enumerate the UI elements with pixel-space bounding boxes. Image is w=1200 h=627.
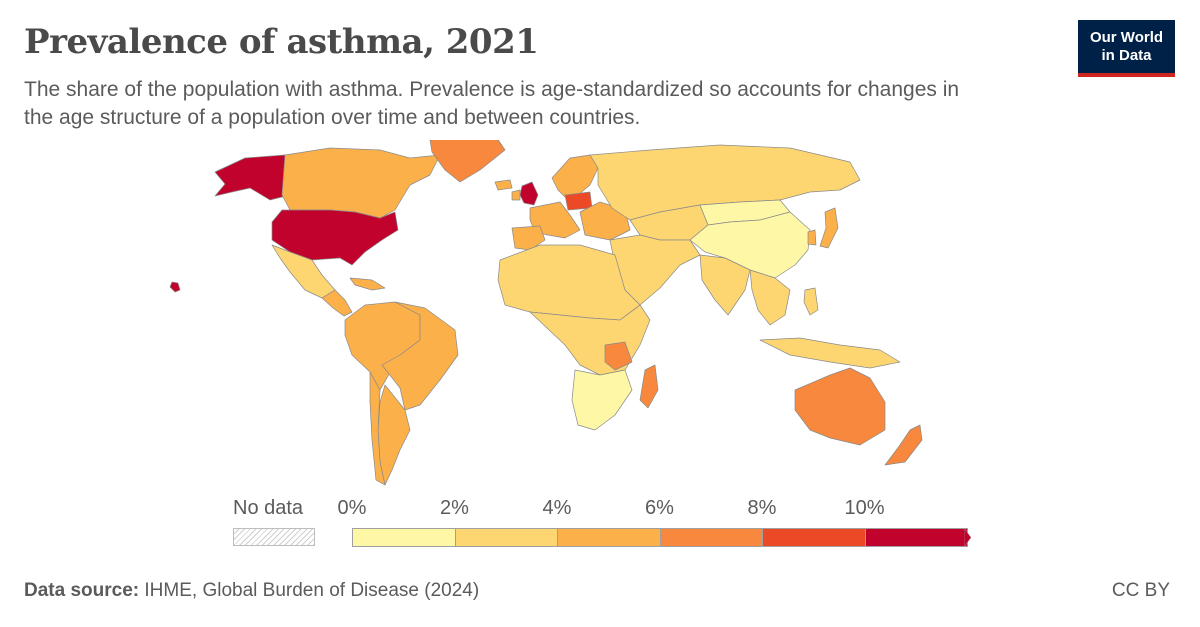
region-greenland[interactable] [429,140,506,183]
legend-tick-label: 4% [542,497,572,519]
legend-bin-1[interactable] [454,528,558,547]
region-canada[interactable] [281,147,441,219]
region-southeast-asia[interactable] [749,269,791,326]
license[interactable]: CC BY [1111,580,1170,601]
legend-bin-2[interactable] [557,528,661,547]
owid-logo[interactable]: Our World in Data [1078,20,1175,77]
region-chile[interactable] [369,371,386,486]
legend-no-data-label: No data [233,497,304,519]
region-indonesia[interactable] [759,337,901,369]
legend-bin-3[interactable] [659,528,763,547]
region-united-states[interactable] [271,209,399,266]
legend-tick-label: 2% [440,497,469,519]
logo-line-1: Our World [1089,29,1164,46]
region-philippines[interactable] [803,287,819,316]
legend-tick-label: 8% [747,497,777,519]
region-caribbean[interactable] [349,277,386,291]
region-scandinavia[interactable] [551,154,599,199]
region-tanzania[interactable] [604,341,633,371]
region-new-zealand[interactable] [884,424,923,466]
logo-line-2: in Data [1101,47,1152,64]
chart-subtitle: The share of the population with asthma.… [24,78,960,129]
legend-bin-4[interactable] [762,528,866,547]
region-iberia[interactable] [511,225,546,251]
data-source-text[interactable]: IHME, Global Burden of Disease (2024) [144,580,480,601]
region-alaska[interactable] [214,154,291,201]
region-poland[interactable] [564,191,593,211]
chart-title: Prevalence of asthma, 2021 [24,22,539,62]
legend-tick-label: 0% [337,497,367,519]
region-central-america[interactable] [321,289,353,317]
region-iceland[interactable] [494,179,513,191]
region-western-europe[interactable] [529,201,581,239]
legend-tick-label: 6% [645,497,674,519]
data-source-label: Data source: [24,580,140,601]
region-madagascar[interactable] [639,364,659,409]
world-map [169,140,923,486]
legend-bin-5[interactable] [864,528,968,547]
region-australia[interactable] [794,367,886,446]
region-ireland[interactable] [511,189,521,201]
legend-tick-label: 10% [844,497,885,519]
region-japan[interactable] [819,207,839,249]
region-korea[interactable] [807,229,817,246]
legend-arrow-icon [964,528,972,547]
legend-bin-0[interactable] [352,528,456,547]
legend-no-data-swatch[interactable] [233,528,315,546]
region-southern-africa[interactable] [571,369,633,431]
region-united-kingdom[interactable] [519,181,539,206]
region-india[interactable] [699,254,751,316]
data-source: Data source: IHME, Global Burden of Dise… [24,580,479,602]
region-hawaii[interactable] [169,281,181,293]
